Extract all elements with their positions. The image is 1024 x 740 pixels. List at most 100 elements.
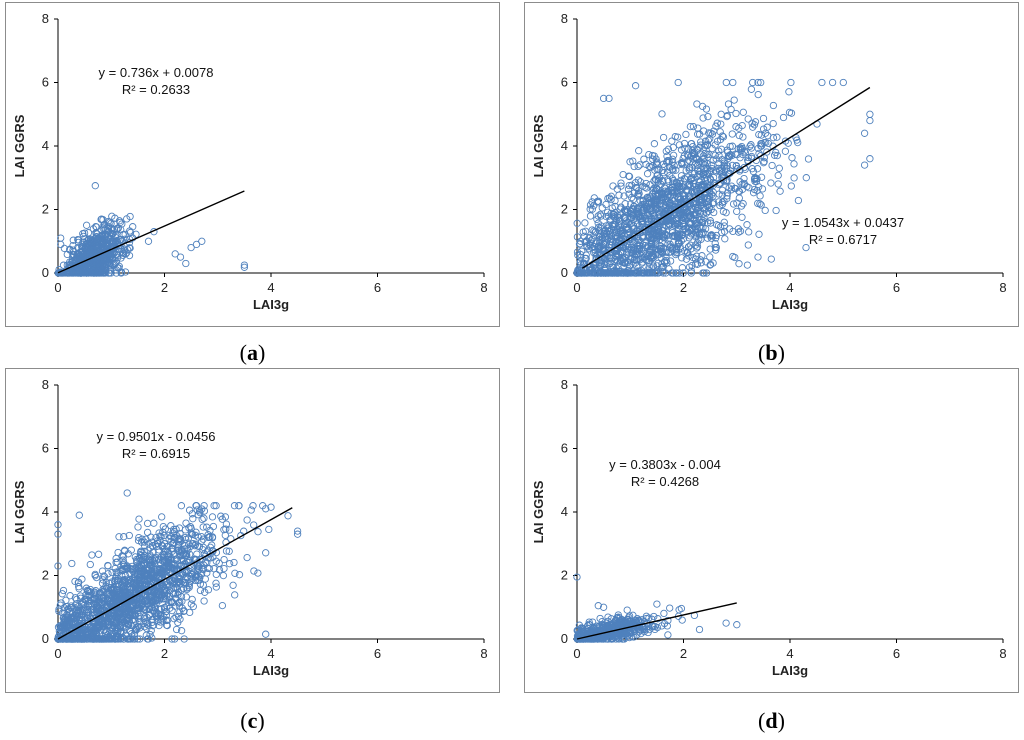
caption-c: (c) [240,708,265,733]
data-point [98,618,106,626]
data-point [620,192,628,200]
data-point [120,562,128,570]
data-point [732,109,740,118]
data-point [218,601,227,610]
data-point [715,167,723,175]
data-point [623,606,631,614]
data-point [225,526,234,534]
data-point [664,177,673,186]
data-point [736,165,744,174]
data-point [182,593,190,601]
data-point [112,628,120,636]
data-point [83,635,91,643]
data-point [626,228,634,237]
data-point [580,232,588,240]
y-tick-label: 6 [561,75,568,90]
data-point [69,613,77,621]
data-point [88,551,96,559]
data-point [206,526,214,535]
data-point [630,162,638,171]
data-point [138,580,146,589]
data-point [680,199,689,207]
r-squared-label: R² = 0.4268 [631,474,699,489]
x-tick-label: 4 [267,280,274,295]
data-point [638,258,647,266]
data-point [148,593,156,601]
data-point [688,163,696,172]
data-point [645,150,653,159]
data-point [166,577,174,586]
data-point [240,261,249,269]
data-point [605,221,613,229]
y-tick-label: 0 [42,265,49,280]
regression-equation: y = 1.0543x + 0.0437 [782,215,904,230]
data-point [772,206,780,215]
data-point [90,594,98,602]
data-point [735,228,743,236]
data-point [89,241,97,250]
data-point [167,533,175,541]
data-point [177,627,186,635]
data-point [114,253,122,262]
data-point [81,244,89,252]
data-point [658,218,667,226]
data-point [129,223,137,231]
data-point [125,244,133,252]
data-point [113,632,122,640]
data-point [146,544,154,552]
data-point [132,555,141,564]
data-point [119,622,127,631]
data-point [718,169,726,177]
data-point [144,554,152,563]
data-point [574,635,582,643]
data-point [136,595,144,603]
data-point [84,587,92,595]
data-point [172,625,181,634]
data-point [703,150,711,158]
data-point [143,600,152,609]
data-point [679,235,688,243]
data-point [170,564,178,573]
data-point [161,525,169,533]
data-point [148,561,157,569]
data-point [165,531,173,540]
data-point [56,622,64,630]
data-point [647,163,655,171]
data-point [597,212,605,220]
data-point [730,96,738,104]
x-tick-label: 6 [893,280,900,295]
data-point [716,128,724,136]
data-point [80,229,89,237]
data-point [122,585,130,593]
data-point [658,249,667,257]
data-point [678,211,687,219]
data-point [138,535,146,543]
data-point [804,155,813,163]
data-point [95,589,104,598]
data-point [136,612,144,621]
data-point [669,143,677,152]
data-point [645,162,653,171]
y-tick-label: 8 [561,377,568,392]
data-point [112,258,120,266]
data-point [219,571,228,580]
data-point [736,144,744,152]
data-point [773,133,781,141]
data-point [781,147,790,155]
data-point [156,532,164,540]
data-point [698,102,707,111]
x-axis-label: LAI3g [772,663,808,678]
data-point [653,161,661,169]
trendline [581,86,871,269]
y-tick-label: 2 [42,568,49,583]
data-point [136,554,144,562]
data-point [731,184,739,193]
data-point [195,576,203,584]
data-point [723,162,731,170]
data-point [187,243,195,252]
data-point [71,577,79,586]
data-point [178,546,186,554]
data-point [76,252,85,260]
